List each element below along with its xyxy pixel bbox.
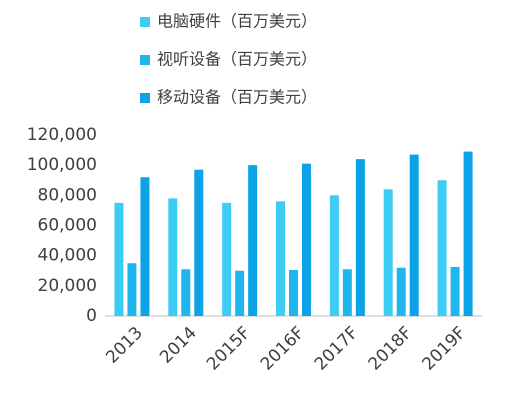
- y-tick-label: 100,000: [27, 155, 97, 175]
- x-tick-label: 2013: [102, 323, 147, 368]
- bar: [114, 202, 124, 316]
- legend-swatch: [140, 93, 150, 103]
- bar: [235, 270, 245, 316]
- bar: [181, 269, 191, 316]
- bar: [450, 266, 460, 316]
- legend-label: 电脑硬件（百万美元）: [157, 12, 317, 31]
- x-tick-label: 2015F: [203, 323, 255, 375]
- legend-label: 视听设备（百万美元）: [157, 50, 317, 69]
- bar: [383, 189, 393, 316]
- y-tick-label: 40,000: [38, 246, 97, 266]
- bar: [140, 177, 150, 316]
- x-tick-label: 2016F: [257, 323, 309, 375]
- bar: [194, 169, 204, 316]
- bar: [463, 151, 473, 316]
- bar: [437, 180, 447, 316]
- legend-label: 移动设备（百万美元）: [157, 88, 317, 107]
- bar: [329, 195, 339, 316]
- y-tick-label: 20,000: [38, 276, 97, 296]
- bar: [127, 263, 137, 316]
- bar: [342, 269, 352, 316]
- x-tick-label: 2014: [156, 323, 201, 368]
- bar: [396, 267, 406, 316]
- y-tick-label: 120,000: [27, 125, 97, 145]
- legend-swatch: [140, 17, 150, 27]
- bar: [222, 202, 232, 316]
- bar: [302, 163, 311, 316]
- bar: [355, 159, 365, 316]
- x-tick-label: 2017F: [311, 323, 363, 375]
- bar: [409, 154, 419, 316]
- x-tick-label: 2019F: [418, 323, 470, 375]
- bar: [168, 198, 178, 316]
- y-tick-label: 60,000: [38, 216, 97, 236]
- bar: [289, 269, 298, 316]
- bar: [248, 165, 258, 316]
- bar: [276, 201, 285, 316]
- x-tick-label: 2018F: [365, 323, 417, 375]
- legend-swatch: [140, 55, 150, 65]
- y-tick-label: 0: [86, 306, 97, 326]
- y-tick-label: 80,000: [38, 185, 97, 205]
